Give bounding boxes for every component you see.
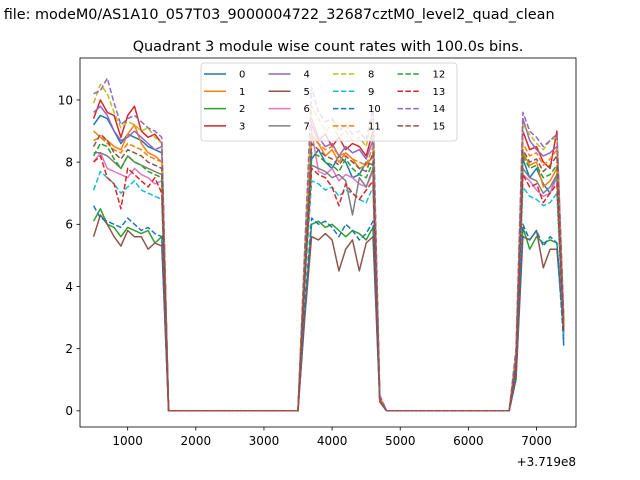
legend-label-12: 12	[433, 70, 446, 81]
legend-label-3: 3	[239, 122, 245, 133]
chart-title: Quadrant 3 module wise count rates with …	[133, 39, 524, 55]
legend-label-9: 9	[368, 87, 374, 98]
x-tick-label: 5000	[385, 434, 416, 448]
legend-label-11: 11	[368, 122, 381, 133]
y-tick-label: 4	[65, 280, 73, 294]
legend-box	[200, 62, 458, 142]
legend-label-7: 7	[304, 122, 310, 133]
x-tick-label: 1000	[112, 434, 143, 448]
figure-suptitle: n file: modeM0/AS1A10_057T03_9000004722_…	[0, 7, 555, 23]
legend-label-4: 4	[304, 70, 310, 81]
y-tick-label: 2	[65, 342, 73, 356]
series-line-15	[92, 133, 565, 412]
legend-label-6: 6	[304, 104, 310, 115]
legend-label-10: 10	[368, 104, 381, 115]
legend-label-5: 5	[304, 87, 310, 98]
x-axis: 1000 2000 3000 4000 5000 6000 7000	[112, 427, 552, 448]
y-tick-label: 0	[65, 404, 73, 418]
x-tick-label: 6000	[453, 434, 484, 448]
legend-label-2: 2	[239, 104, 245, 115]
legend-label-14: 14	[433, 104, 446, 115]
y-axis: 0 2 4 6 8 10	[58, 93, 80, 418]
legend-label-1: 1	[239, 87, 245, 98]
x-tick-label: 3000	[249, 434, 280, 448]
x-axis-offset-label: +3.719e8	[517, 455, 576, 469]
y-tick-label: 6	[65, 218, 73, 232]
legend-label-15: 15	[433, 122, 446, 133]
x-tick-label: 2000	[181, 434, 212, 448]
y-tick-label: 10	[58, 93, 73, 107]
x-tick-label: 4000	[317, 434, 348, 448]
legend-label-13: 13	[433, 87, 446, 98]
plot-frame	[79, 57, 577, 428]
series-line-13	[93, 155, 565, 412]
legend-label-8: 8	[368, 70, 374, 81]
legend-label-0: 0	[239, 70, 245, 81]
y-tick-label: 8	[65, 155, 73, 169]
x-tick-label: 7000	[521, 434, 552, 448]
